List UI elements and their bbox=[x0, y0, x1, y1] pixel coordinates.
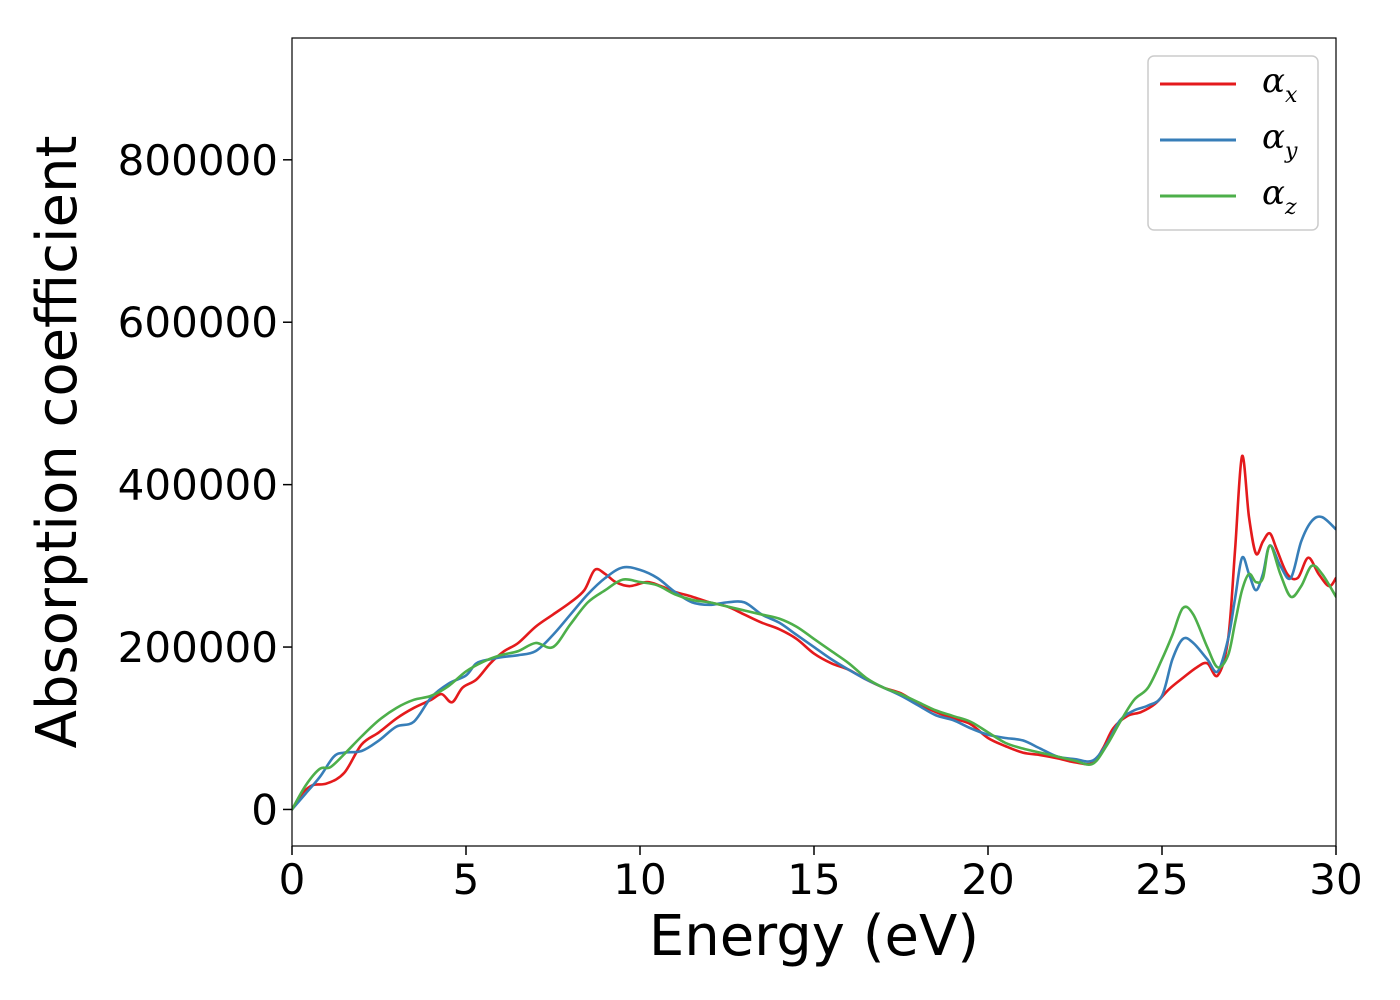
y-tick-label: 400000 bbox=[118, 461, 278, 510]
legend-label-x: αx bbox=[1262, 61, 1298, 108]
plot-lines bbox=[292, 454, 1336, 811]
x-tick-label: 15 bbox=[787, 855, 840, 904]
legend-label-base: α bbox=[1262, 117, 1285, 157]
x-tick-label: 30 bbox=[1309, 855, 1362, 904]
legend-label-z: αz bbox=[1262, 173, 1297, 220]
y-tick-label: 800000 bbox=[118, 136, 278, 185]
legend-label-base: α bbox=[1262, 173, 1285, 213]
legend-label-subscript: x bbox=[1285, 83, 1298, 108]
legend-label-y: αy bbox=[1262, 117, 1298, 164]
x-axis-label: Energy (eV) bbox=[649, 904, 979, 969]
x-ticks: 0 5 10 15 20 25 30 bbox=[279, 846, 1363, 904]
series-line-z bbox=[292, 544, 1336, 811]
y-tick-label: 0 bbox=[251, 785, 278, 834]
y-axis-label: Absorption coefficient bbox=[25, 136, 90, 749]
legend-label-subscript: y bbox=[1284, 139, 1298, 164]
x-tick-label: 20 bbox=[961, 855, 1014, 904]
legend-label-subscript: z bbox=[1284, 195, 1297, 220]
y-tick-label: 600000 bbox=[118, 298, 278, 347]
y-tick-label: 200000 bbox=[118, 623, 278, 672]
legend-label-base: α bbox=[1262, 61, 1285, 101]
x-tick-label: 0 bbox=[279, 855, 306, 904]
legend-box bbox=[1147, 55, 1319, 231]
x-tick-label: 5 bbox=[453, 855, 480, 904]
x-tick-label: 25 bbox=[1135, 855, 1188, 904]
x-tick-label: 10 bbox=[613, 855, 666, 904]
y-ticks: 0 200000 400000 600000 800000 bbox=[118, 136, 292, 834]
